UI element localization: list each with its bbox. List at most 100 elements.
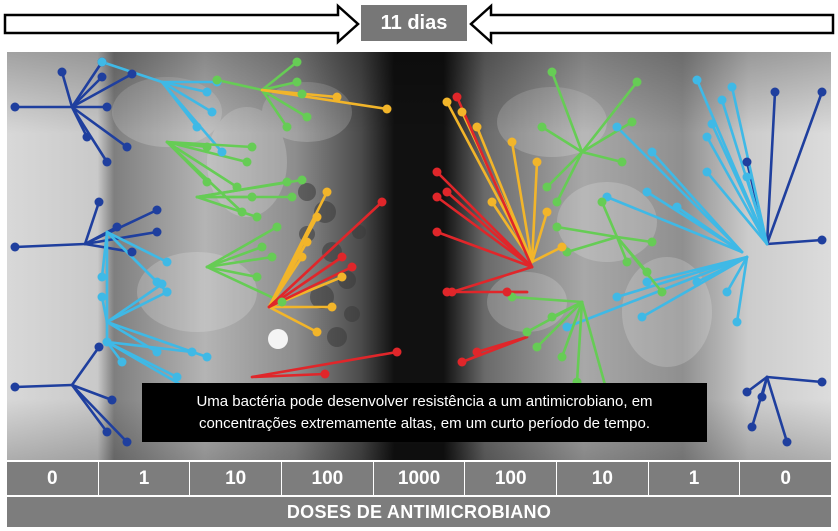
mutant-node bbox=[532, 157, 542, 167]
lineage-branch bbox=[165, 140, 239, 189]
mutant-node bbox=[272, 222, 282, 232]
mutant-node bbox=[257, 242, 267, 252]
lineage-branch bbox=[260, 88, 309, 119]
dose-scale: 0 1 10 100 1000 100 10 1 0 bbox=[7, 462, 832, 495]
mutant-node bbox=[692, 277, 702, 287]
lineage-branch bbox=[260, 60, 299, 92]
mutant-node bbox=[442, 287, 452, 297]
mutant-node bbox=[642, 187, 652, 197]
lineage-branch bbox=[205, 265, 259, 279]
lineage-branch bbox=[615, 125, 744, 254]
lineage-branch bbox=[70, 345, 101, 387]
mutant-node bbox=[10, 382, 20, 392]
mutant-node bbox=[647, 147, 657, 157]
lineage-branch bbox=[600, 200, 619, 239]
lineage-branch bbox=[260, 88, 389, 111]
mutant-node bbox=[507, 137, 517, 147]
mutant-node bbox=[217, 147, 227, 157]
mutant-node bbox=[542, 182, 552, 192]
mutant-node bbox=[152, 347, 162, 357]
lineage-branch bbox=[215, 78, 264, 92]
lineage-branch bbox=[195, 195, 259, 219]
mutant-node bbox=[392, 347, 402, 357]
mutant-node bbox=[267, 252, 277, 262]
mutant-node bbox=[127, 247, 137, 257]
lineage-branch bbox=[725, 255, 749, 294]
mutant-node bbox=[162, 287, 172, 297]
dose-cell-1-left: 1 bbox=[98, 462, 191, 495]
lineage-branch bbox=[105, 282, 164, 324]
lineage-branch bbox=[165, 140, 244, 214]
mutant-node bbox=[10, 242, 20, 252]
lineage-branch bbox=[70, 383, 109, 434]
dose-cell-100-left: 100 bbox=[282, 462, 374, 495]
mutant-node bbox=[817, 235, 827, 245]
mutant-node bbox=[102, 427, 112, 437]
lineage-branch bbox=[765, 238, 824, 246]
lineage-branch bbox=[710, 122, 769, 246]
mutant-node bbox=[302, 237, 312, 247]
lineage-branch bbox=[267, 305, 319, 334]
mutant-node bbox=[207, 107, 217, 117]
lineage-branch bbox=[455, 95, 534, 269]
mutant-node bbox=[702, 132, 712, 142]
mutant-node bbox=[82, 132, 92, 142]
mutant-node bbox=[757, 392, 767, 402]
mutant-node bbox=[202, 142, 212, 152]
lineage-branch bbox=[615, 255, 749, 299]
mutant-node bbox=[457, 107, 467, 117]
lineage-branch bbox=[580, 300, 609, 394]
mutant-node bbox=[297, 175, 307, 185]
lineage-branch bbox=[510, 295, 584, 304]
mutant-node bbox=[442, 187, 452, 197]
mutant-node bbox=[522, 327, 532, 337]
highlight-spot bbox=[268, 329, 288, 349]
lineage-branch bbox=[205, 225, 279, 269]
mutant-node bbox=[152, 205, 162, 215]
mutant-node bbox=[312, 212, 322, 222]
mutant-node bbox=[377, 197, 387, 207]
mutant-node bbox=[727, 82, 737, 92]
mutant-node bbox=[432, 227, 442, 237]
mutant-node bbox=[212, 75, 222, 85]
lineage-branch bbox=[70, 383, 129, 444]
mutant-node bbox=[612, 122, 622, 132]
mutant-node bbox=[152, 227, 162, 237]
lineage-branch bbox=[260, 88, 289, 129]
mutant-node bbox=[94, 342, 104, 352]
mutant-node bbox=[702, 167, 712, 177]
mutant-node bbox=[202, 87, 212, 97]
mutant-node bbox=[337, 252, 347, 262]
mutant-node bbox=[487, 197, 497, 207]
time-arrows bbox=[3, 3, 835, 45]
lineage-branch bbox=[580, 150, 624, 164]
mutant-node bbox=[742, 172, 752, 182]
lineage-branch bbox=[70, 60, 104, 109]
mutant-node bbox=[742, 157, 752, 167]
mutant-node bbox=[97, 292, 107, 302]
lineage-branch bbox=[445, 190, 534, 269]
lineage-branch bbox=[705, 170, 769, 246]
lineage-branch bbox=[250, 350, 399, 379]
lineage-branch bbox=[475, 335, 529, 354]
mutant-node bbox=[742, 387, 752, 397]
mutant-node bbox=[817, 377, 827, 387]
lineage-branch bbox=[13, 242, 87, 249]
dose-cell-0-left: 0 bbox=[7, 462, 99, 495]
mutant-node bbox=[94, 197, 104, 207]
mutant-node bbox=[282, 122, 292, 132]
mutant-node bbox=[722, 287, 732, 297]
lineage-branch bbox=[160, 80, 224, 154]
mutant-node bbox=[817, 87, 827, 97]
mutant-node bbox=[102, 157, 112, 167]
lineage-branch bbox=[530, 210, 549, 264]
lineage-branch bbox=[13, 383, 74, 389]
mutant-node bbox=[432, 167, 442, 177]
mutant-node bbox=[237, 207, 247, 217]
mutant-node bbox=[320, 369, 330, 379]
mutant-node bbox=[622, 257, 632, 267]
lineage-branch bbox=[510, 140, 534, 264]
lineage-branch bbox=[70, 383, 114, 402]
lineage-branch bbox=[435, 230, 534, 269]
mutant-node bbox=[557, 242, 567, 252]
